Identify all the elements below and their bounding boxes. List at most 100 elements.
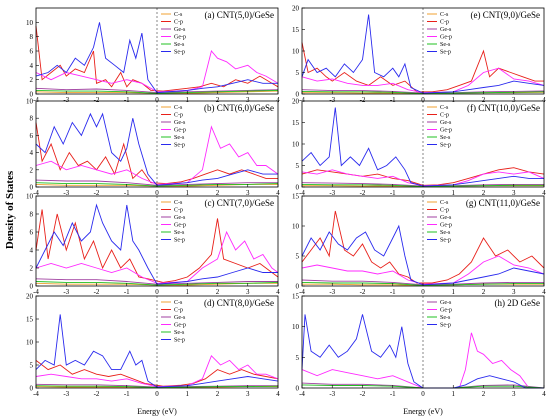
y-tick-label: 0 — [296, 91, 300, 99]
legend-label: C-s — [174, 12, 183, 18]
legend-label: C-s — [440, 105, 449, 111]
series-line-se-p — [35, 314, 279, 388]
y-tick-label: 0 — [30, 184, 34, 192]
x-tick-label: -2 — [94, 189, 100, 197]
legend-label: Ge-s — [440, 120, 452, 126]
series-line-ge-p — [301, 67, 545, 94]
legend-label: Se-s — [174, 230, 185, 236]
series-line-ge-p — [35, 125, 279, 185]
x-tick-label: 4 — [542, 96, 546, 104]
x-tick-label: -3 — [63, 189, 69, 197]
legend-label: Se-p — [174, 50, 185, 56]
panel-title: (f) CNT(10,0)/GeSe — [467, 103, 540, 113]
legend-label: C-p — [174, 308, 183, 314]
series-line-c-p — [35, 25, 279, 92]
legend-label: C-p — [174, 20, 183, 26]
x-tick-label: 2 — [482, 96, 486, 104]
y-tick-label: 0 — [30, 385, 34, 393]
y-tick-label: 0 — [30, 91, 34, 99]
x-tick-label: 4 — [542, 189, 546, 197]
x-tick-label: 0 — [421, 189, 425, 197]
x-tick-label: -3 — [63, 96, 69, 104]
x-tick-label: 3 — [246, 189, 250, 197]
y-tick-label: 15 — [292, 26, 300, 34]
legend-label: Se-p — [174, 143, 185, 149]
x-tick-label: 1 — [452, 288, 456, 296]
y-tick-label: 10 — [292, 48, 300, 56]
x-tick-label: 2 — [216, 390, 220, 398]
x-tick-label: -4 — [33, 288, 39, 296]
legend-label: Ge-p — [174, 35, 186, 41]
series-line-se-p — [301, 314, 544, 389]
series-line-se-p — [301, 107, 544, 187]
y-tick-label: 5 — [296, 354, 300, 362]
x-tick-label: -2 — [94, 96, 100, 104]
y-tick-label: 4 — [30, 247, 34, 255]
x-tick-label: -4 — [33, 189, 39, 197]
legend-label: C-p — [440, 113, 449, 119]
panel-title: (d) CNT(8,0)/GeSe — [204, 298, 274, 308]
x-tick-label: 2 — [482, 390, 486, 398]
legend-label: Ge-p — [440, 128, 452, 134]
x-tick-label: -1 — [124, 96, 130, 104]
x-tick-label: 4 — [276, 189, 280, 197]
x-tick-label: 3 — [512, 288, 516, 296]
legend-label: C-p — [440, 20, 449, 26]
series-line-se-p — [301, 14, 545, 94]
legend-label: Ge-p — [174, 223, 186, 229]
legend-label: C-p — [174, 113, 183, 119]
legend-label: C-s — [174, 105, 183, 111]
legend-label: Se-s — [174, 330, 185, 336]
x-tick-label: 1 — [186, 189, 190, 197]
x-tick-label: -4 — [299, 288, 305, 296]
legend-label: C-s — [440, 12, 449, 18]
y-tick-label: 5 — [30, 362, 34, 370]
legend-label: Se-s — [440, 135, 451, 141]
y-tick-label: 0 — [296, 283, 300, 291]
y-tick-label: 15 — [292, 293, 300, 301]
legend-label: C-s — [174, 300, 183, 306]
x-tick-label: 0 — [421, 96, 425, 104]
y-tick-label: 5 — [296, 253, 300, 261]
y-tick-label: 6 — [30, 48, 34, 56]
x-tick-label: -3 — [329, 96, 335, 104]
y-tick-label: 20 — [292, 5, 300, 13]
panel-title: (c) CNT(7,0)/GeSe — [205, 198, 274, 208]
y-tick-label: 10 — [292, 141, 300, 149]
y-tick-label: 2 — [30, 76, 34, 84]
legend-label: C-s — [174, 200, 183, 206]
x-tick-label: 4 — [276, 390, 280, 398]
x-tick-label: 4 — [542, 390, 546, 398]
x-tick-label: -4 — [299, 189, 305, 197]
y-tick-label: 10 — [26, 98, 34, 106]
legend-label: Se-s — [174, 135, 185, 141]
legend-label: C-s — [440, 200, 449, 206]
y-tick-label: 4 — [30, 62, 34, 70]
y-axis-label: Density of States — [4, 170, 16, 249]
panel-title: (h) 2D GeSe — [495, 298, 541, 308]
legend-label: Se-p — [440, 238, 451, 244]
x-tick-label: -3 — [63, 390, 69, 398]
x-tick-label: 3 — [512, 189, 516, 197]
legend-label: Ge-p — [440, 35, 452, 41]
x-axis-label: Energy (eV) — [403, 407, 443, 416]
x-tick-label: -1 — [124, 390, 130, 398]
legend-label: Se-p — [174, 338, 185, 344]
x-tick-label: 4 — [276, 288, 280, 296]
x-tick-label: 1 — [452, 96, 456, 104]
series-line-se-p — [35, 112, 278, 186]
y-tick-label: 2 — [30, 166, 34, 174]
panel-6: 0 5 10 15 -4 -3 -2 -1 0 1 2 3 4 (g) CNT(11,0)/GeSe C-s… — [292, 193, 546, 297]
legend-label: Se-s — [174, 42, 185, 48]
y-tick-label: 15 — [292, 119, 300, 127]
legend-label: Ge-p — [440, 223, 452, 229]
legend-label: Se-s — [440, 42, 451, 48]
x-tick-label: -2 — [360, 96, 366, 104]
y-tick-label: 10 — [26, 339, 34, 347]
y-tick-label: 8 — [30, 211, 34, 219]
legend-label: C-p — [440, 208, 449, 214]
y-tick-label: 15 — [292, 193, 300, 201]
x-tick-label: -3 — [329, 189, 335, 197]
